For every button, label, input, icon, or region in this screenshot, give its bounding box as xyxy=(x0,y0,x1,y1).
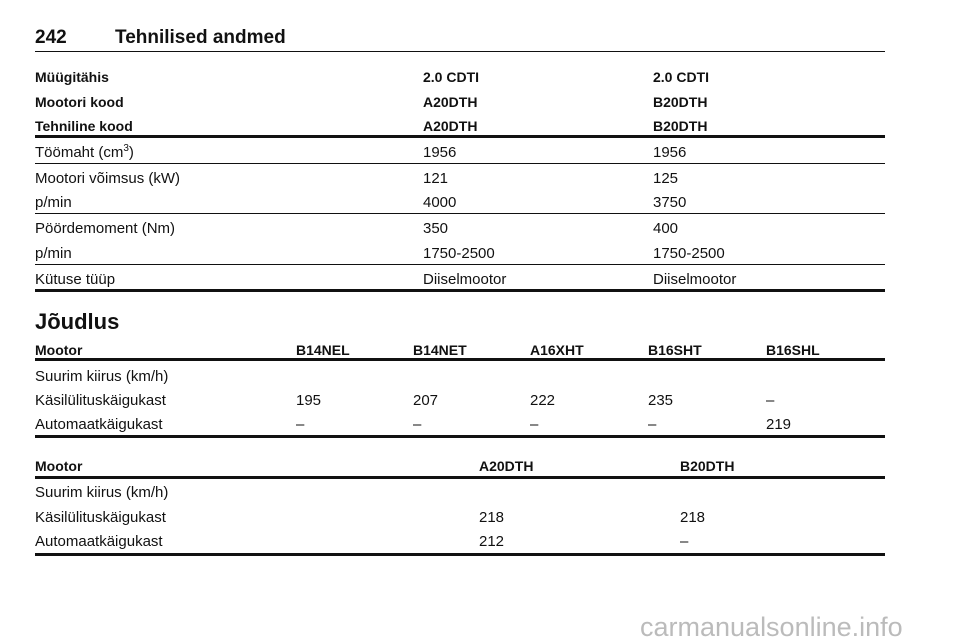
header-cell: Müügitähis xyxy=(35,69,109,85)
rule xyxy=(35,553,885,556)
cell: 350 xyxy=(423,220,449,237)
header-rule xyxy=(35,51,885,52)
header-cell: 2.0 CDTI xyxy=(653,69,710,85)
header-cell: Tehniline kood xyxy=(35,118,133,134)
cell: 4000 xyxy=(423,194,457,211)
cell: – xyxy=(766,392,775,409)
text-part: 3 xyxy=(123,143,129,154)
cell: Suurim kiirus (km/h) xyxy=(35,368,169,385)
rule xyxy=(35,163,885,164)
cell: Diiselmootor xyxy=(423,271,507,288)
cell: 3750 xyxy=(653,194,687,211)
watermark: carmanualsonline.info xyxy=(640,612,903,642)
rule xyxy=(35,135,885,138)
cell: 235 xyxy=(648,392,674,409)
cell: Kütuse tüüp xyxy=(35,271,116,288)
cell: 1956 xyxy=(423,144,457,161)
cell: – xyxy=(413,416,422,433)
cell: 222 xyxy=(530,392,556,409)
header-cell: B16SHT xyxy=(648,342,702,358)
cell: 218 xyxy=(479,509,505,526)
cell: p/min xyxy=(35,194,72,211)
cell: Automaatkäigukast xyxy=(35,533,163,550)
header-cell: A20DTH xyxy=(423,94,478,110)
cell: – xyxy=(680,533,689,550)
page-title: Tehnilised andmed xyxy=(115,27,286,48)
cell: 219 xyxy=(766,416,792,433)
header-cell: B20DTH xyxy=(653,118,708,134)
cell: 218 xyxy=(680,509,706,526)
page-number: 242 xyxy=(35,27,67,48)
cell: Pöördemoment (Nm) xyxy=(35,220,176,237)
header-cell: A20DTH xyxy=(479,458,534,474)
header-cell: A16XHT xyxy=(530,342,584,358)
rule xyxy=(35,264,885,265)
rule xyxy=(35,289,885,292)
cell: 212 xyxy=(479,533,505,550)
header-cell: 2.0 CDTI xyxy=(423,69,480,85)
header-cell: Mootor xyxy=(35,458,83,474)
text-part: ) xyxy=(128,144,134,161)
cell: Diiselmootor xyxy=(653,271,737,288)
cell: 125 xyxy=(653,170,679,187)
cell: – xyxy=(530,416,539,433)
rule xyxy=(35,213,885,214)
cell: 207 xyxy=(413,392,439,409)
cell: 400 xyxy=(653,220,679,237)
header-cell: Mootor xyxy=(35,342,83,358)
cell: Käsilülituskäigukast xyxy=(35,392,166,409)
rule xyxy=(35,476,885,479)
cell: Suurim kiirus (km/h) xyxy=(35,484,169,501)
rule xyxy=(35,435,885,438)
cell: Automaatkäigukast xyxy=(35,416,163,433)
cell: 1956 xyxy=(653,144,687,161)
cell: – xyxy=(296,416,305,433)
header-cell: B20DTH xyxy=(680,458,735,474)
cell: – xyxy=(648,416,657,433)
header-cell: B14NEL xyxy=(296,342,350,358)
cell: p/min xyxy=(35,245,72,262)
header-cell: A20DTH xyxy=(423,118,478,134)
header-cell: B14NET xyxy=(413,342,467,358)
cell: 195 xyxy=(296,392,322,409)
text-part: Töömaht (cm xyxy=(35,144,124,161)
cell: 1750-2500 xyxy=(423,245,495,262)
cell: Töömaht (cm3) xyxy=(35,144,134,162)
rule xyxy=(35,358,885,361)
cell: 121 xyxy=(423,170,449,187)
cell: Mootori võimsus (kW) xyxy=(35,170,181,187)
header-cell: B16SHL xyxy=(766,342,820,358)
cell: 1750-2500 xyxy=(653,245,725,262)
section-title: Jõudlus xyxy=(35,309,120,334)
header-cell: Mootori kood xyxy=(35,94,124,110)
header-cell: B20DTH xyxy=(653,94,708,110)
cell: Käsilülituskäigukast xyxy=(35,509,166,526)
